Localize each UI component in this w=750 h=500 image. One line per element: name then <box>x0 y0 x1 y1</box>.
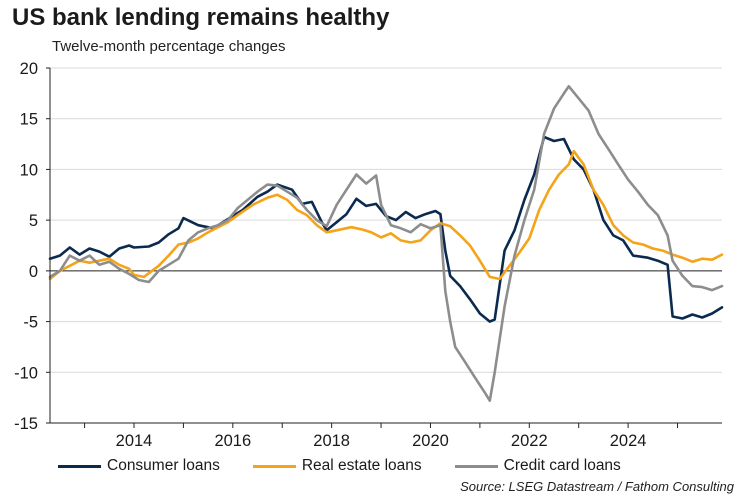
x-tick-label: 2022 <box>511 432 548 450</box>
y-tick-label: 0 <box>29 263 38 281</box>
x-tick-label: 2020 <box>412 432 449 450</box>
series-line-credit-card-loans <box>48 85 724 402</box>
legend-item-consumer-loans: Consumer loans <box>58 457 220 475</box>
legend-item-real-estate-loans: Real estate loans <box>252 457 422 475</box>
legend-swatch-consumer-loans <box>58 464 101 468</box>
legend-label: Consumer loans <box>107 457 220 474</box>
y-tick-label: -15 <box>14 415 38 433</box>
series-line-consumer-loans <box>48 135 724 323</box>
series-lines <box>48 85 724 402</box>
y-tick-labels: -15 -10 -5 0 5 10 15 20 <box>14 60 38 433</box>
x-tick-label: 2024 <box>610 432 647 450</box>
legend: Consumer loans Real estate loans Credit … <box>58 456 654 476</box>
x-tick-label: 2016 <box>214 432 251 450</box>
grid-lines <box>50 67 722 373</box>
y-tick-label: 15 <box>20 111 38 129</box>
chart-subtitle: Twelve-month percentage changes <box>52 38 286 55</box>
y-tick-label: -10 <box>14 364 38 382</box>
y-tick-label: 20 <box>20 60 38 78</box>
legend-item-credit-card-loans: Credit card loans <box>454 457 621 475</box>
legend-swatch-real-estate-loans <box>252 464 296 468</box>
y-tick-label: 5 <box>29 212 38 230</box>
y-tick-label: -5 <box>23 314 38 332</box>
x-tick-label: 2014 <box>116 432 153 450</box>
x-tick-labels: 2014 2016 2018 2020 2022 2024 <box>116 432 647 450</box>
chart-title: US bank lending remains healthy <box>12 4 390 31</box>
legend-swatch-credit-card-loans <box>454 464 498 468</box>
series-line-real-estate-loans <box>48 149 724 281</box>
legend-label: Real estate loans <box>301 457 422 474</box>
legend-label: Credit card loans <box>503 457 621 474</box>
y-tick-label: 10 <box>20 161 38 179</box>
x-tick-label: 2018 <box>313 432 350 450</box>
source-note: Source: LSEG Datastream / Fathom Consult… <box>460 479 734 494</box>
axes <box>46 67 722 428</box>
